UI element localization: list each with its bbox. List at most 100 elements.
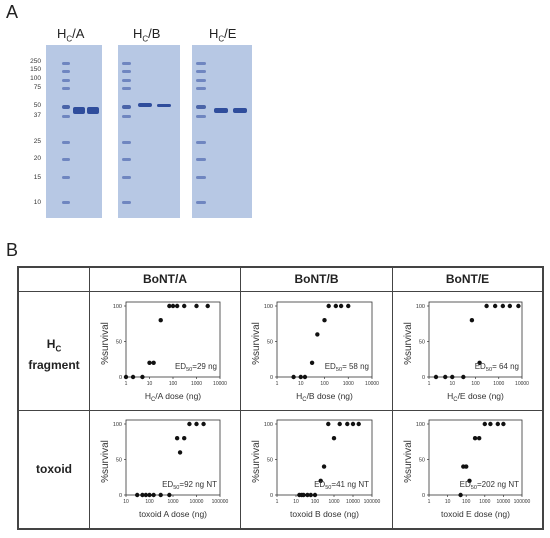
data-point	[450, 374, 455, 380]
x-tick-label: 1000	[191, 381, 202, 387]
data-point	[501, 421, 506, 427]
protein-band	[138, 103, 152, 107]
data-point	[345, 421, 350, 427]
x-tick-label: 1000	[328, 499, 339, 505]
x-tick-label: 10000	[190, 499, 204, 505]
data-point	[130, 374, 136, 380]
ladder-band	[196, 141, 206, 144]
panel-b-letter: B	[6, 240, 19, 260]
ladder-band	[196, 70, 206, 73]
x-tick-label: 1000	[493, 381, 504, 387]
ladder-band	[196, 201, 206, 204]
row-header-hc-fragment: HC fragment	[28, 337, 80, 373]
x-axis-label: HC/A dose (ng)	[145, 391, 201, 403]
data-point	[147, 360, 152, 365]
data-point	[309, 360, 315, 365]
ladder-band	[62, 105, 70, 109]
data-point	[337, 421, 342, 427]
plot-frame	[428, 419, 523, 496]
data-point	[158, 318, 163, 323]
x-tick-label: 10	[147, 381, 153, 387]
y-tick-label: 100	[264, 304, 273, 310]
ladder-band	[62, 115, 70, 118]
data-point	[495, 421, 501, 427]
y-tick-label: 100	[113, 422, 122, 428]
table-border-right	[542, 266, 544, 530]
ladder-band	[196, 62, 206, 65]
data-point	[333, 303, 339, 309]
ladder-band	[196, 79, 206, 82]
ed50-annotation: ED50=41 ng NT	[314, 480, 369, 491]
ladder-band	[62, 176, 70, 179]
table-border-left	[17, 266, 19, 530]
ladder-band	[62, 62, 70, 65]
data-point	[158, 492, 163, 498]
y-tick-label: 0	[422, 375, 425, 381]
x-tick-label: 1	[125, 381, 128, 387]
table-divider-row	[17, 410, 544, 411]
data-point	[143, 492, 149, 498]
table-divider-col2	[240, 266, 241, 530]
x-tick-label: 1	[276, 499, 279, 505]
ed50-annotation: ED50=202 ng NT	[460, 480, 520, 491]
ladder-band	[62, 87, 70, 90]
ladder-label: 150	[30, 66, 41, 73]
ladder-band	[122, 176, 131, 179]
data-point	[305, 492, 310, 498]
ladder-label: 25	[33, 138, 41, 145]
y-tick-label: 0	[422, 493, 425, 499]
data-point	[322, 318, 327, 323]
panel-a-letter: A	[6, 2, 19, 22]
data-point	[174, 436, 180, 441]
data-point	[315, 332, 320, 337]
data-point	[484, 303, 489, 309]
plot-frame	[276, 419, 373, 496]
gel-image-hca	[46, 45, 102, 218]
data-point	[500, 303, 506, 309]
gel-title-hce: HC/E	[209, 26, 237, 44]
ed50-annotation: ED50= 58 ng	[325, 362, 369, 373]
data-point	[482, 421, 487, 427]
ladder-label: 75	[33, 84, 41, 91]
x-tick-label: 100000	[514, 499, 531, 505]
y-tick-label: 0	[119, 375, 122, 381]
ladder-band	[62, 70, 70, 73]
data-point	[356, 421, 361, 427]
data-point	[507, 303, 513, 309]
data-point	[140, 492, 145, 498]
x-tick-label: 100	[471, 381, 480, 387]
data-point	[477, 436, 482, 441]
x-tick-label: 10000	[515, 381, 529, 387]
x-tick-label: 1	[276, 381, 279, 387]
gel-title-hcb: HC/B	[133, 26, 161, 44]
ladder-band	[122, 87, 131, 90]
ed50-annotation: ED50=92 ng NT	[162, 480, 217, 491]
data-point	[464, 464, 469, 469]
data-point	[147, 492, 152, 498]
y-tick-label: 0	[270, 493, 273, 499]
data-point	[346, 303, 351, 309]
y-tick-label: 0	[119, 493, 122, 499]
ladder-band	[122, 105, 131, 109]
y-tick-label: 100	[113, 304, 122, 310]
row-header-toxoid: toxoid	[36, 462, 72, 476]
x-tick-label: 10	[123, 499, 129, 505]
ladder-band	[196, 176, 206, 179]
column-header-bonte: BoNT/E	[445, 272, 490, 286]
data-point	[338, 303, 344, 309]
data-point	[467, 478, 472, 483]
table-divider-header	[17, 291, 544, 292]
protein-band	[157, 104, 171, 107]
x-tick-label: 1	[428, 499, 431, 505]
x-axis-label: toxoid A dose (ng)	[139, 509, 207, 519]
x-tick-label: 10000	[365, 381, 379, 387]
x-tick-label: 10	[445, 499, 451, 505]
data-point	[170, 303, 176, 309]
x-tick-label: 100000	[212, 499, 229, 505]
x-tick-label: 1000	[167, 499, 178, 505]
y-tick-label: 50	[419, 340, 425, 346]
x-tick-label: 10000	[213, 381, 227, 387]
data-point	[167, 303, 172, 309]
ed50-annotation: ED50=29 ng	[175, 362, 217, 373]
ladder-label: 100	[30, 75, 41, 82]
